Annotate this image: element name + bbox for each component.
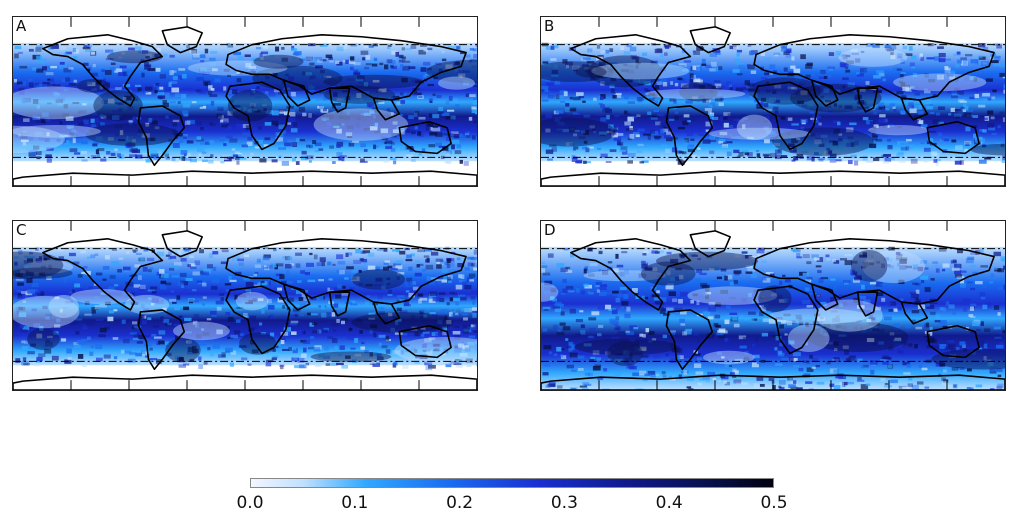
graticule	[13, 221, 477, 390]
aod-field	[13, 42, 477, 162]
coastline-india	[328, 87, 351, 113]
coastline-eurasia	[753, 33, 995, 101]
coastline-australia	[926, 324, 980, 359]
colorbar-tick-3: 0.3	[550, 493, 578, 513]
coastline-australia	[926, 120, 980, 155]
coastline-india	[856, 291, 879, 317]
coastline-northAmerica	[42, 237, 164, 311]
coastline-arabia	[811, 283, 839, 311]
aod-speckle	[541, 42, 1005, 166]
coastline-southAmerica	[137, 309, 186, 371]
world-map-d	[541, 221, 1005, 390]
coastline-seAsia	[372, 301, 401, 325]
world-map-a	[13, 17, 477, 186]
coastline-northAmerica	[42, 33, 164, 107]
world-map-b	[541, 17, 1005, 186]
map-panel-a: A	[12, 16, 478, 187]
coastline-southAmerica	[665, 105, 714, 167]
coastline-australia	[398, 324, 452, 359]
panel-label-b: B	[544, 17, 555, 35]
panel-label-a: A	[16, 17, 27, 35]
coastline-northAmerica	[570, 33, 692, 107]
map-panel-c: C	[12, 220, 478, 391]
panel-label-c: C	[16, 221, 27, 239]
aod-speckle	[13, 42, 477, 166]
coastline-northAmerica	[570, 237, 692, 311]
coastline-antarctica	[541, 374, 1005, 390]
colorbar-tick-1: 0.1	[341, 493, 369, 513]
map-panel-b: B	[540, 16, 1006, 187]
coastline-africa	[225, 81, 291, 151]
coastline-arabia	[283, 79, 311, 107]
coastline-australia	[398, 120, 452, 155]
colorbar-tick-5: 0.5	[760, 493, 788, 513]
coastline-seAsia	[900, 301, 929, 325]
coastline-seAsia	[372, 97, 401, 121]
colorbar	[250, 478, 774, 488]
coastline-arabia	[283, 283, 311, 311]
coastline-southAmerica	[137, 105, 186, 167]
colorbar-tick-2: 0.2	[446, 493, 474, 513]
colorbar-tick-0: 0.0	[236, 493, 264, 513]
panel-label-d: D	[544, 221, 556, 239]
colorbar-tick-4: 0.4	[655, 493, 683, 513]
coastline-eurasia	[753, 237, 995, 305]
coastline-africa	[753, 285, 819, 355]
coastline-eurasia	[225, 237, 467, 305]
coastline-india	[856, 87, 879, 113]
graticule	[541, 17, 1005, 186]
coastline-seAsia	[900, 97, 929, 121]
coastline-southAmerica	[665, 309, 714, 371]
world-map-c	[13, 221, 477, 390]
map-panel-d: D	[540, 220, 1006, 391]
graticule	[541, 221, 1005, 390]
coastline-africa	[225, 285, 291, 355]
coastline-eurasia	[225, 33, 467, 101]
coastline-arabia	[811, 79, 839, 107]
graticule	[13, 17, 477, 186]
coastline-africa	[753, 81, 819, 151]
coastline-india	[328, 291, 351, 317]
